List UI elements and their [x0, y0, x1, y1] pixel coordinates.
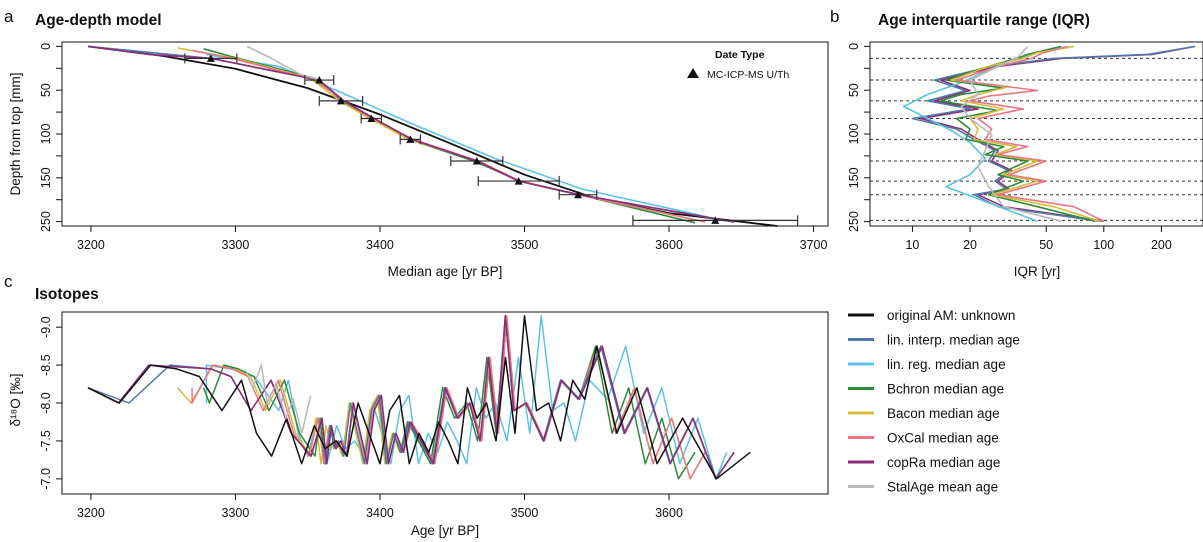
- panel-a-ytick-label: 0: [39, 43, 53, 50]
- legend-label-original: original AM: unknown: [887, 308, 1015, 323]
- panel-b-xtick-label: 50: [1039, 238, 1053, 252]
- legend-label-oxcal: OxCal median age: [887, 431, 999, 446]
- isotope-line-copra: [87, 315, 735, 480]
- panel-title-a: Age-depth model: [35, 12, 162, 29]
- date-marker: [315, 76, 324, 84]
- panel-a-ytick-label: 100: [39, 124, 53, 145]
- panel-c-ylabel: δ¹⁸O [‰]: [8, 374, 23, 427]
- age-depth-line-stalage: [246, 45, 320, 81]
- panel-a-xlabel: Median age [yr BP]: [388, 264, 503, 279]
- panel-a-xtick-label: 3200: [77, 238, 105, 252]
- date-marker: [406, 135, 415, 143]
- panel-b-ytick-label: 250: [847, 211, 861, 232]
- panel-c-xtick-label: 3200: [77, 506, 105, 520]
- date-marker: [206, 54, 215, 62]
- panel-b-xtick-label: 200: [1151, 238, 1172, 252]
- panel-b-ytick-label: 100: [847, 124, 861, 145]
- panel-a-xtick-label: 3400: [366, 238, 394, 252]
- legend-label-lin-interp: lin. interp. median age: [887, 333, 1020, 348]
- isotope-line-stalage: [246, 362, 312, 434]
- series-legend: original AM: unknown lin. interp. median …: [848, 308, 1020, 495]
- panel-b-xtick-label: 100: [1093, 238, 1114, 252]
- panel-title-c: Isotopes: [35, 286, 99, 303]
- legend-date-type-entry: MC-ICP-MS U/Th: [707, 69, 789, 81]
- legend-label-copra: copRa median age: [887, 455, 1000, 470]
- panel-a-age-depth: 320033003400350036003700050100150250200 …: [8, 0, 829, 279]
- panel-c-ytick-label: -8.5: [39, 354, 53, 376]
- date-marker: [514, 177, 523, 185]
- panel-a-xtick-label: 3600: [655, 238, 683, 252]
- panel-c-xtick-label: 3600: [655, 506, 683, 520]
- panel-b-xtick-label: 20: [963, 238, 977, 252]
- age-depth-line-copra: [87, 45, 735, 223]
- panel-a-xtick-label: 3500: [511, 238, 539, 252]
- panel-b-xtick-label: 10: [905, 238, 919, 252]
- panel-a-ytick-label: 50: [39, 83, 53, 97]
- panel-c-ytick-label: -9.0: [39, 316, 53, 338]
- age-depth-line-lin-interp: [87, 45, 735, 223]
- panel-c-ytick-label: -7.0: [39, 468, 53, 490]
- panel-b-ytick-label: 150: [847, 167, 861, 188]
- age-depth-line-bchron: [203, 48, 696, 224]
- iqr-line-oxcal: [955, 45, 1105, 222]
- date-marker: [573, 190, 582, 199]
- panel-b-iqr: 10 20 50 100 200 0 50 100 150 250 200 IQR [yr]: [847, 0, 1203, 279]
- date-marker: [336, 96, 345, 105]
- panel-b-frame: [869, 41, 1203, 227]
- panel-a-ytick-label: 250: [39, 211, 53, 232]
- panel-b-xlabel: IQR [yr]: [1014, 264, 1061, 279]
- legend-label-stalage: StalAge mean age: [887, 480, 998, 495]
- panel-letter-b: b: [830, 7, 839, 26]
- panel-c-ytick-label: -7.5: [39, 430, 53, 452]
- panel-c-ytick-label: -8.0: [39, 392, 53, 414]
- panel-b-ytick-label: 0: [847, 43, 861, 50]
- panel-a-xtick-label: 3700: [800, 238, 828, 252]
- panel-c-xtick-label: 3400: [366, 506, 394, 520]
- panel-c-isotopes: 3200 3300 3400 3500 3600 -9.0 -8.5 -8.0 -7.5 -7.0…: [8, 311, 829, 538]
- legend-label-bchron: Bchron median age: [887, 382, 1004, 397]
- panel-a-ytick-label: 150: [39, 167, 53, 188]
- panel-letter-a: a: [4, 7, 14, 26]
- date-marker: [472, 157, 481, 165]
- panel-a-ytick-label: 200: [40, 0, 61, 3]
- panel-c-xtick-label: 3300: [222, 506, 250, 520]
- panel-title-b: Age interquartile range (IQR): [878, 12, 1090, 29]
- date-marker: [367, 114, 376, 123]
- age-depth-line-oxcal: [191, 49, 706, 223]
- age-depth-line-lin-reg: [206, 53, 727, 222]
- panel-b-ytick-label: 200: [848, 0, 869, 3]
- legend-triangle-marker: [687, 68, 699, 78]
- panel-a-xtick-label: 3300: [222, 238, 250, 252]
- panel-a-ylabel: Depth from top [mm]: [8, 72, 23, 195]
- iqr-line-bacon: [950, 45, 1100, 222]
- legend-date-type-title: Date Type: [715, 49, 765, 61]
- panel-letter-c: c: [4, 272, 13, 291]
- iqr-line-stalage: [960, 45, 1062, 222]
- age-depth-line-original: [87, 45, 778, 227]
- isotope-line-original: [87, 315, 751, 480]
- iqr-line-lin-reg: [902, 45, 1062, 222]
- panel-c-xlabel: Age [yr BP]: [411, 523, 479, 538]
- legend-label-bacon: Bacon median age: [887, 406, 1000, 421]
- legend-label-lin-reg: lin. reg. median age: [887, 357, 1006, 372]
- date-marker: [711, 216, 720, 224]
- panel-c-xtick-label: 3500: [511, 506, 539, 520]
- panel-b-ytick-label: 50: [847, 83, 861, 97]
